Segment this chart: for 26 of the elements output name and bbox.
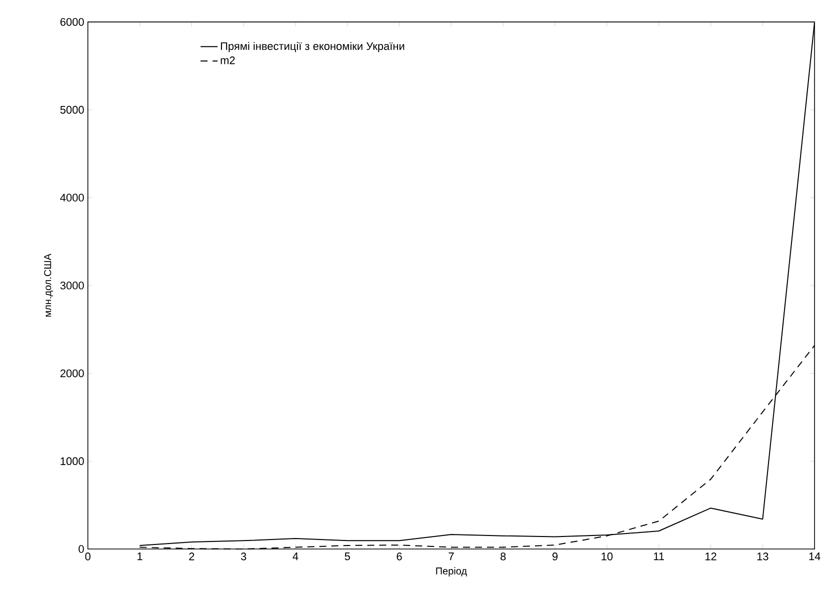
x-tick-label: 12 xyxy=(705,552,716,560)
y-tick-label: 5000 xyxy=(60,106,84,114)
x-tick-label: 14 xyxy=(809,552,820,560)
x-tick-label: 9 xyxy=(552,552,558,560)
y-tick-label: 1000 xyxy=(60,457,84,466)
x-tick-label: 7 xyxy=(448,552,454,560)
x-tick-label: 13 xyxy=(757,552,768,560)
x-tick-label: 10 xyxy=(602,552,613,560)
legend-label: Прямі інвестиції з економіки України xyxy=(220,42,404,52)
x-tick-label: 6 xyxy=(396,552,402,560)
x-tick-label: 5 xyxy=(344,552,350,560)
y-axis-title: млн.дол.США xyxy=(44,254,54,317)
x-tick-label: 2 xyxy=(189,552,194,560)
x-tick-label: 8 xyxy=(500,552,506,560)
y-tick-label: 4000 xyxy=(60,194,84,202)
x-tick-label: 0 xyxy=(85,552,90,560)
x-tick-label: 3 xyxy=(240,552,246,560)
y-tick-label: 0 xyxy=(78,545,84,553)
y-tick-label: 2000 xyxy=(60,370,84,378)
x-tick-label: 1 xyxy=(138,552,142,560)
x-axis-title: Період xyxy=(436,567,467,577)
legend-label: m2 xyxy=(220,56,235,64)
x-tick-label: 11 xyxy=(654,552,664,560)
y-tick-label: 6000 xyxy=(60,18,84,26)
x-tick-label: 4 xyxy=(292,552,298,560)
y-tick-label: 3000 xyxy=(60,282,84,290)
